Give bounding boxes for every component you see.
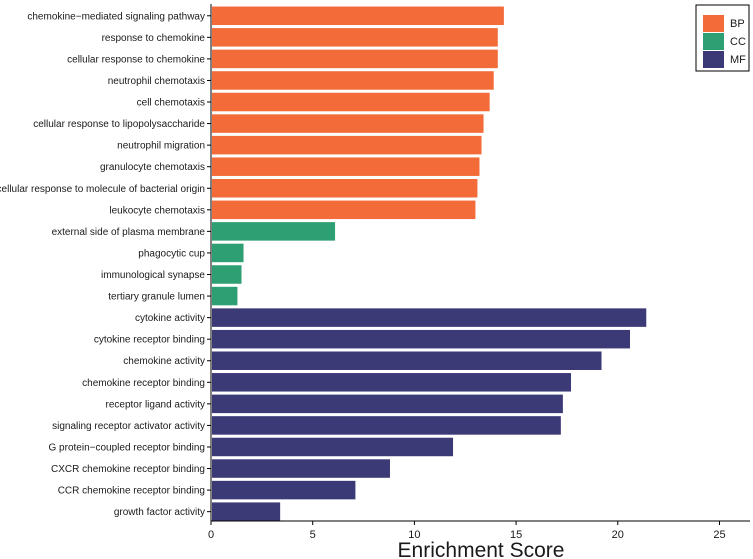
- legend-label-bp: BP: [730, 18, 745, 30]
- category-label-12: immunological synapse: [101, 270, 205, 281]
- bar-13: [212, 286, 238, 306]
- legend-label-cc: CC: [730, 36, 746, 48]
- x-tick-label-1: 5: [310, 529, 316, 541]
- bars-layer: [212, 6, 647, 521]
- bar-2: [212, 49, 498, 69]
- x-tick-label-4: 20: [612, 529, 624, 541]
- x-axis-ticks: 0 5 10 15 20 25: [208, 521, 726, 541]
- bar-14: [212, 308, 647, 327]
- category-label-7: granulocyte chemotaxis: [100, 162, 205, 173]
- bar-8: [212, 179, 478, 198]
- category-label-15: cytokine receptor binding: [94, 335, 205, 346]
- bar-11: [212, 243, 244, 263]
- category-label-13: tertiary granule lumen: [108, 292, 205, 303]
- bar-6: [212, 135, 482, 155]
- bar-18: [212, 394, 563, 414]
- bar-15: [212, 329, 630, 349]
- bar-19: [212, 416, 561, 435]
- bar-23: [212, 502, 281, 521]
- category-label-19: signaling receptor activator activity: [52, 421, 205, 432]
- bar-16: [212, 351, 602, 370]
- bar-17: [212, 373, 572, 392]
- bar-0: [212, 6, 504, 26]
- x-tick-label-3: 15: [510, 529, 522, 541]
- bar-4: [212, 92, 490, 112]
- category-labels: chemokine−mediated signaling pathway resp…: [0, 11, 211, 518]
- category-label-10: external side of plasma membrane: [52, 227, 206, 238]
- bar-1: [212, 28, 498, 47]
- bar-5: [212, 114, 484, 133]
- legend-swatch-mf: [703, 51, 724, 68]
- category-label-8: cellular response to molecule of bacteri…: [0, 184, 205, 195]
- bar-20: [212, 437, 454, 457]
- legend-label-mf: MF: [730, 54, 746, 66]
- bar-3: [212, 71, 494, 90]
- bar-22: [212, 480, 356, 500]
- category-label-23: growth factor activity: [114, 507, 205, 518]
- bar-7: [212, 157, 480, 176]
- category-label-20: G protein−coupled receptor binding: [49, 442, 206, 453]
- category-label-11: phagocytic cup: [138, 248, 205, 259]
- category-label-2: cellular response to chemokine: [67, 54, 205, 65]
- category-label-9: leukocyte chemotaxis: [109, 205, 205, 216]
- category-label-4: cell chemotaxis: [137, 98, 205, 109]
- category-label-3: neutrophil chemotaxis: [108, 76, 205, 87]
- bar-21: [212, 459, 390, 478]
- category-label-14: cytokine activity: [135, 313, 205, 324]
- bar-10: [212, 222, 336, 241]
- category-label-5: cellular response to lipopolysaccharide: [33, 119, 205, 130]
- bar-9: [212, 200, 476, 220]
- category-label-0: chemokine−mediated signaling pathway: [27, 11, 205, 22]
- category-label-1: response to chemokine: [102, 33, 206, 44]
- category-label-17: chemokine receptor binding: [82, 378, 205, 389]
- legend-swatch-cc: [703, 33, 724, 50]
- category-label-21: CXCR chemokine receptor binding: [51, 464, 205, 475]
- category-label-18: receptor ligand activity: [106, 399, 206, 410]
- legend-swatch-bp: [703, 15, 724, 32]
- category-label-6: neutrophil migration: [117, 141, 205, 152]
- legend: BP CC MF: [695, 4, 750, 72]
- category-label-22: CCR chemokine receptor binding: [58, 486, 205, 497]
- bar-12: [212, 265, 242, 284]
- x-tick-label-2: 10: [408, 529, 420, 541]
- category-label-16: chemokine activity: [123, 356, 205, 367]
- x-axis-title: Enrichment Score: [398, 539, 565, 559]
- x-tick-label-5: 25: [713, 529, 725, 541]
- x-tick-label-0: 0: [208, 529, 214, 541]
